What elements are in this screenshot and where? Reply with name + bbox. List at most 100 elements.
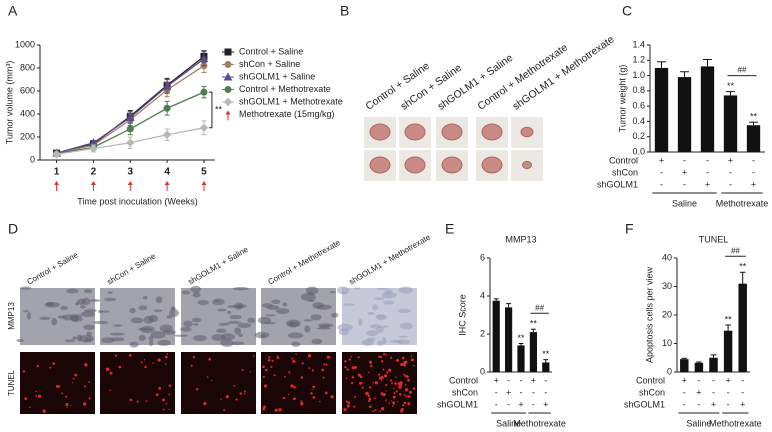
ihc-texture — [384, 289, 393, 295]
tunel-dot — [399, 381, 403, 385]
annotation: ** — [727, 81, 735, 91]
treatment-arrow-head — [127, 181, 133, 185]
ihc-texture — [337, 286, 350, 295]
y-axis-label: Tumor weight (g) — [617, 65, 627, 133]
tumor — [481, 123, 503, 141]
legend-marker — [223, 72, 233, 81]
ihc-texture — [113, 324, 123, 327]
tunel-dot — [65, 395, 68, 398]
tunel-dot — [381, 360, 384, 363]
tunel-dot — [262, 375, 265, 379]
tunel-dot — [351, 366, 355, 370]
ihc-texture — [79, 305, 86, 309]
tunel-dot — [155, 393, 159, 397]
condition-sign: - — [741, 387, 744, 397]
tunel-dot — [24, 397, 28, 400]
tunel-dot — [382, 368, 385, 371]
tunel-dot — [195, 388, 199, 391]
tunel-dot — [225, 395, 229, 399]
tunel-dot — [407, 395, 411, 398]
tunel-dot — [350, 381, 354, 385]
ihc-texture — [263, 321, 277, 325]
tunel-dot — [401, 356, 405, 360]
ihc-texture — [367, 312, 375, 315]
tunel-dot — [136, 400, 139, 403]
tunel-dot — [372, 382, 374, 384]
ihc-texture — [173, 334, 189, 337]
y-tick-label: 0.4 — [632, 116, 645, 126]
tunel-dot — [378, 373, 381, 376]
annotation: ** — [517, 333, 525, 343]
tunel-dot — [353, 405, 356, 408]
ihc-texture — [148, 336, 154, 340]
tunel-dot — [239, 392, 242, 395]
ihc-texture — [265, 314, 276, 317]
tunel-dot — [271, 359, 274, 362]
y-tick-label: 6 — [480, 252, 485, 262]
treatment-arrow-head — [201, 181, 207, 185]
ihc-texture — [79, 335, 94, 343]
tunel-dot — [410, 358, 414, 362]
ihc-texture — [398, 286, 413, 294]
annotation: ** — [750, 112, 758, 122]
tunel-dot — [378, 355, 381, 358]
tumor — [369, 156, 391, 174]
ihc-texture — [150, 331, 166, 339]
condition-sign: + — [506, 387, 511, 397]
ihc-texture — [289, 321, 294, 326]
x-axis-label: Time post inoculation (Weeks) — [77, 196, 198, 206]
ihc-texture — [382, 325, 389, 328]
ihc-texture — [97, 309, 104, 314]
ihc-texture — [83, 324, 96, 330]
y-tick-label: 0.2 — [632, 131, 645, 141]
tunel-dot — [293, 385, 296, 389]
ihc-texture — [26, 312, 31, 320]
tumor — [481, 156, 503, 174]
tunel-dot — [72, 377, 75, 380]
tunel-dot — [348, 358, 352, 361]
tunel-dot — [72, 382, 74, 384]
bar — [680, 359, 689, 372]
marker — [199, 123, 209, 133]
ihc-texture — [212, 298, 225, 306]
bar — [700, 66, 715, 152]
tunel-dot — [412, 364, 415, 367]
marker — [163, 104, 171, 112]
tunel-dot — [292, 397, 296, 401]
tunel-dot — [382, 393, 386, 397]
condition-label: shCon — [612, 167, 638, 177]
condition-sign: - — [752, 155, 755, 165]
tunel-dot — [368, 371, 370, 373]
ihc-texture — [383, 300, 395, 305]
tunel-dot — [276, 356, 280, 360]
tunel-dot — [381, 394, 383, 396]
tunel-dot — [262, 365, 265, 369]
condition-sign: - — [706, 167, 709, 177]
tunel-dot — [157, 358, 161, 362]
tunel-dot — [380, 407, 385, 411]
panel-label: D — [8, 221, 18, 237]
condition-label: shGOLM1 — [597, 179, 638, 189]
tunel-dot — [288, 371, 291, 374]
tunel-dot — [284, 375, 286, 378]
ihc-texture — [170, 306, 176, 311]
tunel-dot — [379, 410, 382, 413]
tunel-dot — [164, 355, 168, 359]
ihc-texture — [142, 295, 148, 300]
tunel-dot — [392, 401, 395, 405]
tunel-dot — [66, 406, 68, 409]
tunel-dot — [165, 402, 168, 405]
tunel-dot — [282, 396, 286, 400]
ihc-texture — [169, 309, 180, 317]
panel-label: A — [8, 3, 18, 19]
ihc-texture — [371, 304, 379, 311]
tunel-dot — [322, 376, 325, 379]
condition-sign: - — [683, 179, 686, 189]
ihc-texture — [282, 302, 288, 307]
tunel-dot — [223, 409, 226, 412]
tunel-dot — [70, 405, 72, 407]
ihc-texture — [381, 292, 397, 299]
tunel-dot — [233, 384, 236, 387]
ihc-texture — [216, 308, 227, 312]
